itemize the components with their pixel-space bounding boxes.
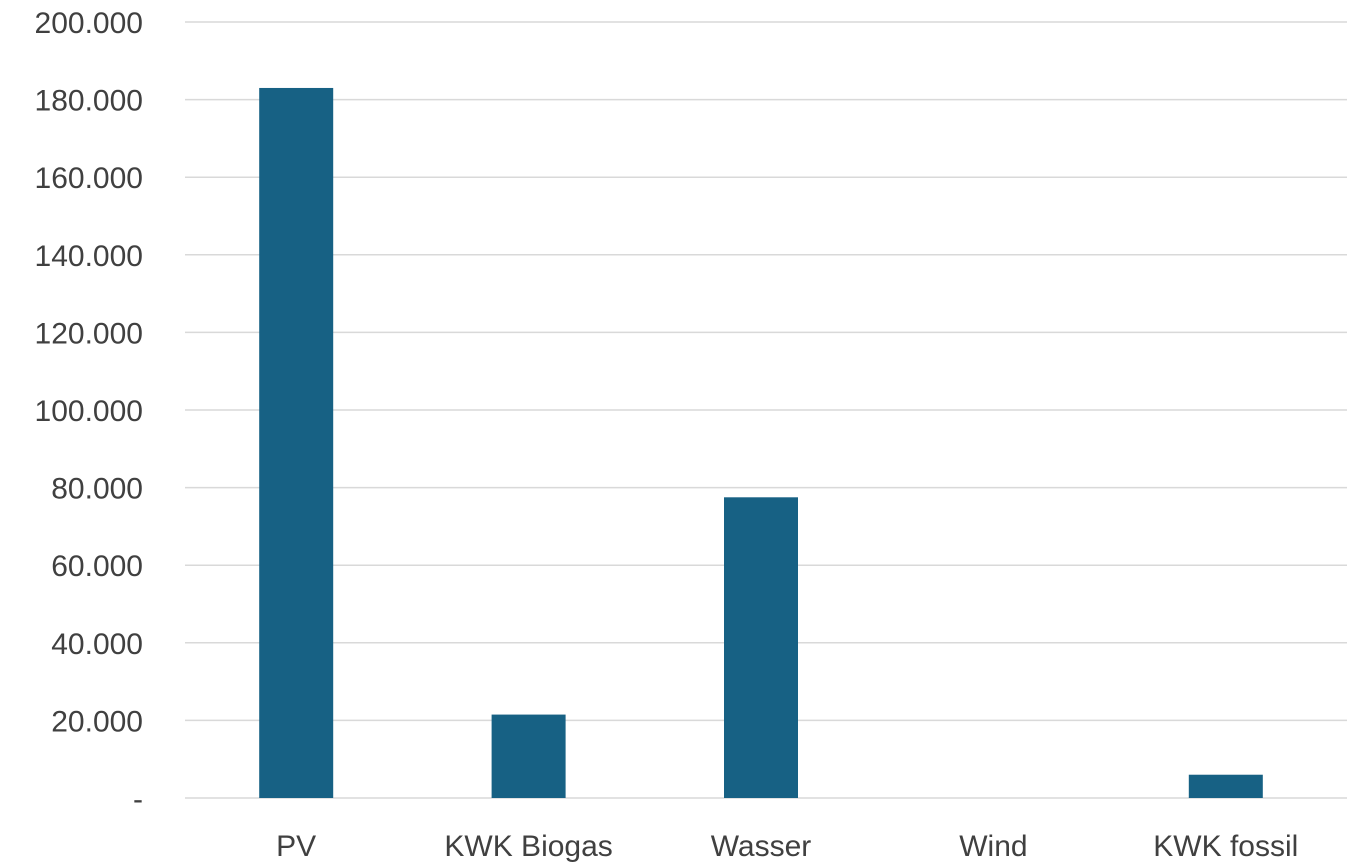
y-axis-tick-labels: - 20.000 40.000 60.000 80.000 100.000 120.000 1… — [35, 7, 143, 816]
x-category-label: Wind — [959, 830, 1027, 862]
bar-kwk-biogas — [491, 714, 566, 798]
y-tick-label: 20.000 — [51, 705, 143, 738]
x-axis-category-labels: PV KWK Biogas Wasser Wind KWK fossil — [276, 830, 1298, 863]
y-tick-label: 120.000 — [35, 317, 143, 350]
y-tick-label: 40.000 — [51, 628, 143, 661]
y-tick-label: 180.000 — [35, 85, 143, 118]
x-category-label: KWK fossil — [1153, 830, 1298, 862]
x-category-label: KWK Biogas — [444, 830, 612, 862]
y-tick-label: 200.000 — [35, 7, 143, 40]
grid-lines — [185, 21, 1347, 799]
y-tick-label: 160.000 — [35, 162, 143, 195]
y-tick-label: 100.000 — [35, 395, 143, 428]
bar-kwk-fossil — [1188, 774, 1263, 798]
y-tick-label: - — [133, 783, 143, 816]
y-tick-label: 140.000 — [35, 240, 143, 273]
bar-pv — [259, 87, 334, 798]
x-category-label: Wasser — [711, 830, 812, 862]
bar-wasser — [724, 497, 798, 798]
bars — [259, 87, 1263, 798]
x-category-label: PV — [276, 830, 316, 862]
y-tick-label: 60.000 — [51, 550, 143, 583]
y-tick-label: 80.000 — [51, 473, 143, 506]
